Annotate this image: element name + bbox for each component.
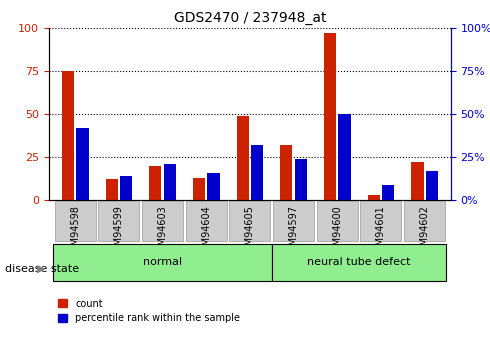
Title: GDS2470 / 237948_at: GDS2470 / 237948_at [173,11,326,25]
Bar [324,33,336,200]
Text: neural tube defect: neural tube defect [307,257,411,267]
Bar [280,145,293,200]
Legend: count, percentile rank within the sample: count, percentile rank within the sample [54,295,244,327]
Bar [237,116,249,200]
Bar [207,172,220,200]
Bar [164,164,176,200]
Bar [411,162,423,200]
Bar [294,159,307,200]
Bar [76,128,89,200]
Bar [62,71,74,200]
Bar [251,145,263,200]
Text: disease state: disease state [5,264,79,274]
Bar [338,114,350,200]
Text: GSM94598: GSM94598 [70,205,80,258]
Text: GSM94604: GSM94604 [201,205,211,258]
FancyBboxPatch shape [53,244,272,281]
Bar [105,179,118,200]
Bar [382,185,394,200]
Text: GSM94601: GSM94601 [376,205,386,258]
Text: GSM94603: GSM94603 [158,205,168,258]
FancyBboxPatch shape [272,244,446,281]
FancyBboxPatch shape [404,200,445,241]
Bar [426,171,438,200]
Bar [120,176,132,200]
FancyBboxPatch shape [273,200,314,241]
Text: GSM94602: GSM94602 [419,205,430,258]
Text: GSM94605: GSM94605 [245,205,255,258]
Text: GSM94599: GSM94599 [114,205,124,258]
Text: GSM94600: GSM94600 [332,205,342,258]
Bar [368,195,380,200]
FancyBboxPatch shape [317,200,358,241]
Bar [149,166,162,200]
FancyBboxPatch shape [98,200,139,241]
FancyBboxPatch shape [361,200,401,241]
FancyBboxPatch shape [142,200,183,241]
Bar [193,178,205,200]
Text: GSM94597: GSM94597 [289,205,298,258]
FancyBboxPatch shape [186,200,227,241]
FancyBboxPatch shape [55,200,96,241]
Text: normal: normal [143,257,182,267]
FancyBboxPatch shape [229,200,270,241]
Text: ▶: ▶ [37,264,46,274]
